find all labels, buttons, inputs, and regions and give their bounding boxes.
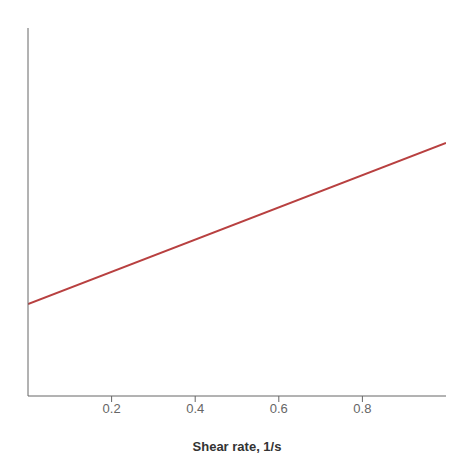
svg-text:Shear rate, 1/s: Shear rate, 1/s xyxy=(193,439,282,454)
svg-text:0.8: 0.8 xyxy=(353,401,371,416)
svg-text:0.2: 0.2 xyxy=(103,401,121,416)
svg-text:0.4: 0.4 xyxy=(186,401,204,416)
svg-text:0.6: 0.6 xyxy=(270,401,288,416)
